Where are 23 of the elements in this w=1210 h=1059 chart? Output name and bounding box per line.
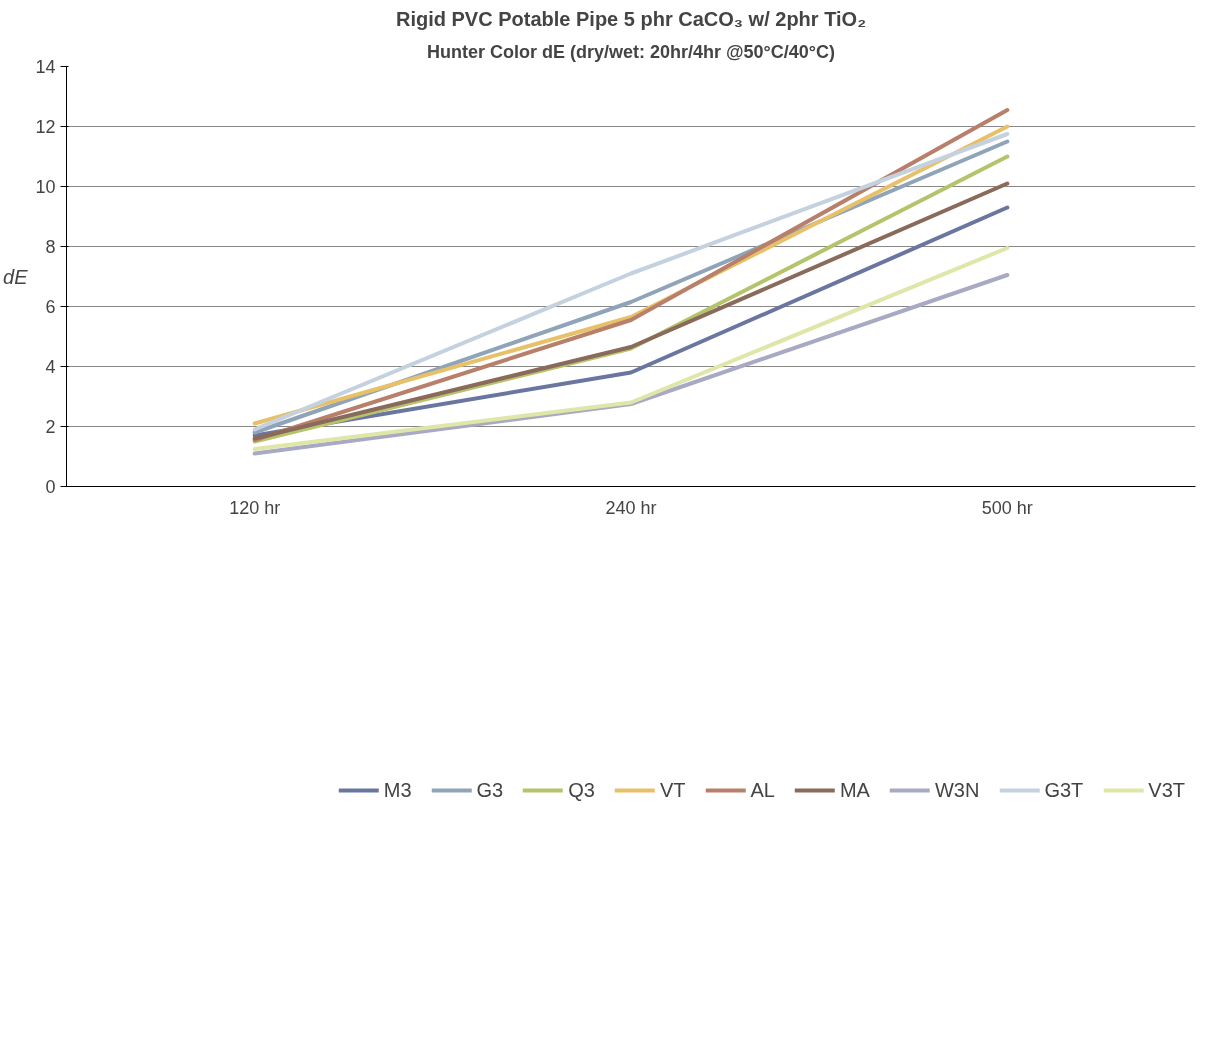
y-tick-label: 14 <box>35 57 56 77</box>
x-tick-label: 120 hr <box>229 497 281 518</box>
y-tick-label: 8 <box>45 237 56 257</box>
legend-label: W3N <box>934 778 980 802</box>
y-tick-label: 4 <box>45 357 56 377</box>
legend-label: Q3 <box>568 778 595 802</box>
y-tick-label: 6 <box>45 297 56 317</box>
chart-subtitle: Hunter Color dE (dry/wet: 20hr/4hr @50°C/40°C) <box>426 41 836 62</box>
y-tick-label: 10 <box>35 177 56 197</box>
legend-label: G3 <box>476 778 504 802</box>
legend-label: V3T <box>1148 778 1185 802</box>
y-axis-title: dE <box>3 265 29 288</box>
legend-label: MA <box>839 778 870 802</box>
chart-title: Rigid PVC Potable Pipe 5 phr CaCO₃ w/ 2phr TiO₂ <box>395 7 867 30</box>
x-tick-label: 240 hr <box>605 497 657 518</box>
legend-label: G3T <box>1044 778 1084 802</box>
y-tick-label: 12 <box>35 117 56 137</box>
y-tick-label: 0 <box>45 477 56 497</box>
y-tick-label: 2 <box>45 417 56 437</box>
legend-label: AL <box>750 778 775 802</box>
x-tick-label: 500 hr <box>981 497 1033 518</box>
legend-label: M3 <box>383 778 412 802</box>
legend-label: VT <box>659 778 686 802</box>
